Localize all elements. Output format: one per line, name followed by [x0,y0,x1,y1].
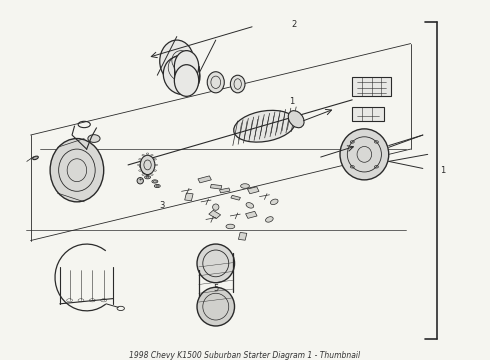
Bar [239,233,247,240]
Text: 1998 Chevy K1500 Suburban Starter Diagram 1 - Thumbnail: 1998 Chevy K1500 Suburban Starter Diagra… [129,351,361,360]
Ellipse shape [197,287,235,326]
Ellipse shape [241,184,249,188]
Bar [245,211,257,219]
Ellipse shape [288,111,304,128]
Ellipse shape [160,40,194,82]
Ellipse shape [174,65,199,96]
Ellipse shape [197,244,235,283]
Bar [247,187,259,194]
Ellipse shape [137,177,144,184]
FancyBboxPatch shape [352,107,384,121]
Ellipse shape [163,56,200,95]
Text: 3: 3 [159,201,165,210]
Bar [185,193,193,201]
Ellipse shape [230,75,245,93]
Bar [209,210,221,219]
Bar [198,176,211,183]
Text: 2: 2 [291,20,296,29]
Ellipse shape [174,51,199,82]
Bar [220,188,230,193]
Text: 1: 1 [440,166,445,175]
Text: 1: 1 [289,97,294,106]
Bar [231,195,241,200]
Ellipse shape [33,156,38,159]
Ellipse shape [88,135,100,143]
FancyBboxPatch shape [352,77,391,96]
Ellipse shape [213,204,219,210]
Ellipse shape [207,72,224,93]
Text: —: — [24,151,37,165]
Ellipse shape [270,199,278,204]
Ellipse shape [140,155,155,175]
Ellipse shape [266,217,273,222]
Bar [210,184,222,189]
Ellipse shape [246,203,254,208]
Ellipse shape [50,139,104,202]
Ellipse shape [234,111,295,142]
Text: 5: 5 [213,284,219,293]
Ellipse shape [226,224,235,229]
Ellipse shape [340,129,389,180]
